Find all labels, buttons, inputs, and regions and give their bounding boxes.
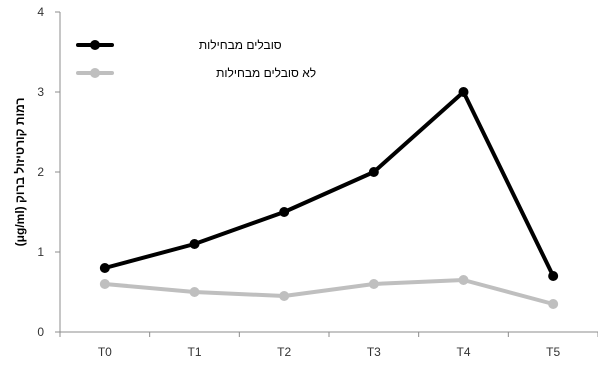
x-tick-label: T2 (277, 345, 291, 359)
series-line (102, 90, 556, 278)
data-point (458, 275, 469, 285)
data-point (548, 299, 559, 309)
legend-swatch-marker (90, 40, 100, 50)
y-tick-label: 0 (37, 325, 44, 339)
series-line (102, 278, 556, 306)
y-tick-label: 3 (37, 85, 44, 99)
data-point (189, 287, 200, 297)
data-point (99, 279, 110, 289)
y-tick-label: 4 (37, 5, 44, 19)
data-point (189, 239, 200, 249)
x-tick-label: T3 (367, 345, 381, 359)
data-point (368, 167, 379, 177)
x-tick-label: T1 (187, 345, 201, 359)
x-tick-label: T5 (546, 345, 560, 359)
data-point (548, 271, 559, 281)
x-tick-label: T4 (456, 345, 470, 359)
data-point (458, 87, 469, 97)
legend-label: לא סובלים מבחילות (216, 66, 316, 80)
data-point (279, 291, 290, 301)
x-tick-label: T0 (98, 345, 112, 359)
series-layer (99, 87, 559, 309)
data-point (279, 207, 290, 217)
x-axis-ticks: T0 T1 T2 T3 T4 T5 (59, 332, 598, 359)
y-tick-label: 1 (37, 245, 44, 259)
legend-swatch-marker (90, 68, 100, 78)
y-tick-label: 2 (37, 165, 44, 179)
y-axis-label: רמות קורטיזול ברוק (μg/ml) (13, 98, 27, 247)
legend-label: סובלים מבחילות (199, 38, 282, 52)
y-axis-ticks: 0 1 2 3 4 (37, 5, 60, 339)
data-point (368, 279, 379, 289)
data-point (99, 263, 110, 273)
legend: סובלים מבחילות לא סובלים מבחילות (76, 38, 316, 80)
